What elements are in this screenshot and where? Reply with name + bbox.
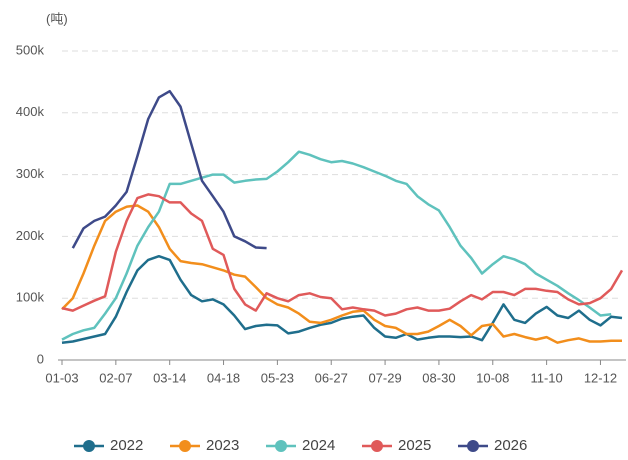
y-tick-label: 500k — [16, 42, 45, 57]
x-tick-label: 10-08 — [476, 370, 509, 385]
series-line — [61, 254, 623, 344]
x-tick-label: 02-07 — [99, 370, 132, 385]
x-tick-label: 03-14 — [153, 370, 186, 385]
x-tick-label: 07-29 — [368, 370, 401, 385]
legend-label: 2022 — [110, 437, 143, 454]
y-tick-label: 0 — [37, 351, 44, 366]
x-tick-label: 01-03 — [45, 370, 78, 385]
legend-marker — [83, 440, 95, 452]
x-tick-label: 05-23 — [261, 370, 294, 385]
legend-marker — [179, 440, 191, 452]
legend-label: 2023 — [206, 437, 239, 454]
series-line — [61, 204, 622, 344]
y-tick-label: 400k — [16, 104, 45, 119]
series-line — [61, 150, 612, 341]
x-tick-label: 08-30 — [422, 370, 455, 385]
series-line — [61, 193, 624, 317]
legend-marker — [275, 440, 287, 452]
y-unit-label: (吨) — [46, 11, 68, 26]
x-tick-label: 11-10 — [530, 370, 562, 385]
x-tick-label: 06-27 — [315, 370, 348, 385]
y-tick-label: 200k — [16, 228, 45, 243]
legend-marker — [371, 440, 383, 452]
x-tick-label: 04-18 — [207, 370, 240, 385]
legend-label: 2026 — [494, 437, 527, 454]
x-tick-label: 12-12 — [584, 370, 617, 385]
legend-label: 2025 — [398, 437, 431, 454]
series-line — [71, 89, 267, 250]
y-tick-label: 100k — [16, 290, 45, 305]
legend-label: 2024 — [302, 437, 335, 454]
y-tick-label: 300k — [16, 166, 45, 181]
legend-marker — [467, 440, 479, 452]
